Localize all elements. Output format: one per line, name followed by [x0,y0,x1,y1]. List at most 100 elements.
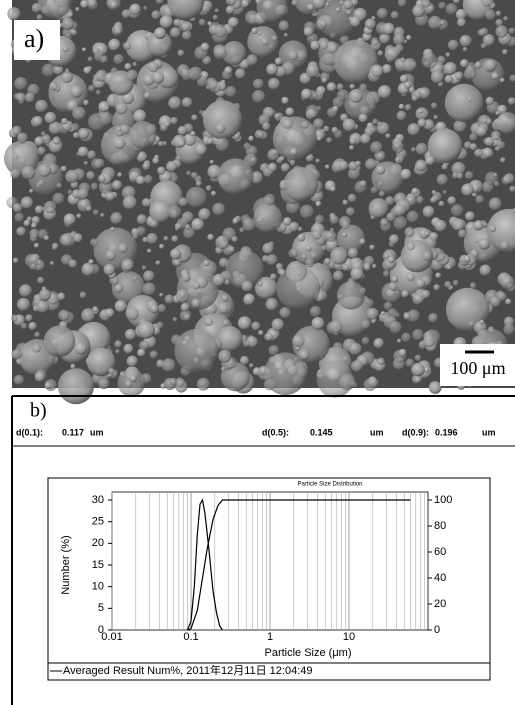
particle [370,64,384,78]
particle [224,66,233,75]
particle [452,279,459,286]
particle [319,20,328,28]
particle [80,0,89,9]
particle [432,191,442,202]
particle [361,336,370,345]
particle [216,326,243,352]
x-axis-label: Particle Size (μm) [264,647,351,659]
particle [317,136,322,141]
particle [387,256,395,264]
particle [326,107,338,118]
particle [272,149,278,156]
particle [20,322,28,330]
particle [451,218,465,231]
particle [11,349,22,360]
particle [44,111,57,124]
particle [331,126,338,134]
particle [263,352,307,396]
particle [36,14,43,21]
particle [21,165,36,180]
particle [418,87,431,99]
particle [316,0,358,39]
particle [262,242,274,255]
particle [162,140,167,146]
particle [170,27,181,38]
particle [214,24,228,38]
particle [218,349,232,363]
x-tick-label: 0.1 [183,631,198,643]
particle [473,220,484,231]
stat-value: 0.196 [435,427,458,437]
particle [167,205,182,220]
particle [53,64,64,75]
particle [147,61,159,73]
particle [483,118,488,123]
particle [198,208,211,221]
particle [475,195,484,204]
particle [7,7,21,21]
particle [99,112,113,126]
particle [428,15,442,30]
particle [392,141,404,153]
particle [349,342,362,356]
particle [465,211,475,221]
particle [406,34,412,41]
particle [167,0,205,20]
particle [371,16,376,21]
particle [415,107,429,121]
particle [385,196,395,206]
particle [142,162,150,171]
particle [261,37,269,46]
y2-tick-label: 20 [434,598,446,610]
particle [349,144,355,151]
particle [444,74,453,84]
particle [390,11,399,20]
particle [441,163,448,170]
particle [341,232,348,238]
particle [228,246,235,253]
particle [33,242,40,249]
particle [274,113,280,120]
stat-value: 0.145 [310,427,333,437]
particle [212,14,218,20]
particle [389,321,402,334]
particle [309,305,322,318]
particle [349,16,361,27]
particle [117,172,123,178]
particle [56,182,63,189]
x-tick-label: 10 [343,631,355,643]
particle [400,168,412,180]
particle [169,377,178,386]
particle [335,7,341,13]
particle [411,362,425,377]
particle [398,348,407,357]
particle [203,259,210,267]
particle [434,219,447,232]
particle [305,104,320,119]
particle [143,174,153,184]
particle [119,124,130,135]
particle [14,212,24,222]
particle [338,373,356,391]
particle [83,160,88,166]
particle [280,163,290,173]
particle [369,244,375,250]
particle [303,26,314,37]
particle [421,52,438,70]
particle [160,383,166,389]
particle [422,335,435,348]
particle [221,366,226,372]
particle [77,188,89,200]
particle [313,118,324,129]
particle [438,1,446,10]
particle [150,219,159,229]
particle [57,292,66,301]
particle [380,311,385,316]
particle [200,42,210,52]
particle [469,143,478,151]
particle [16,297,31,311]
particle [155,0,164,5]
legend-box [47,662,491,681]
particle [283,217,292,226]
particle [239,355,250,365]
